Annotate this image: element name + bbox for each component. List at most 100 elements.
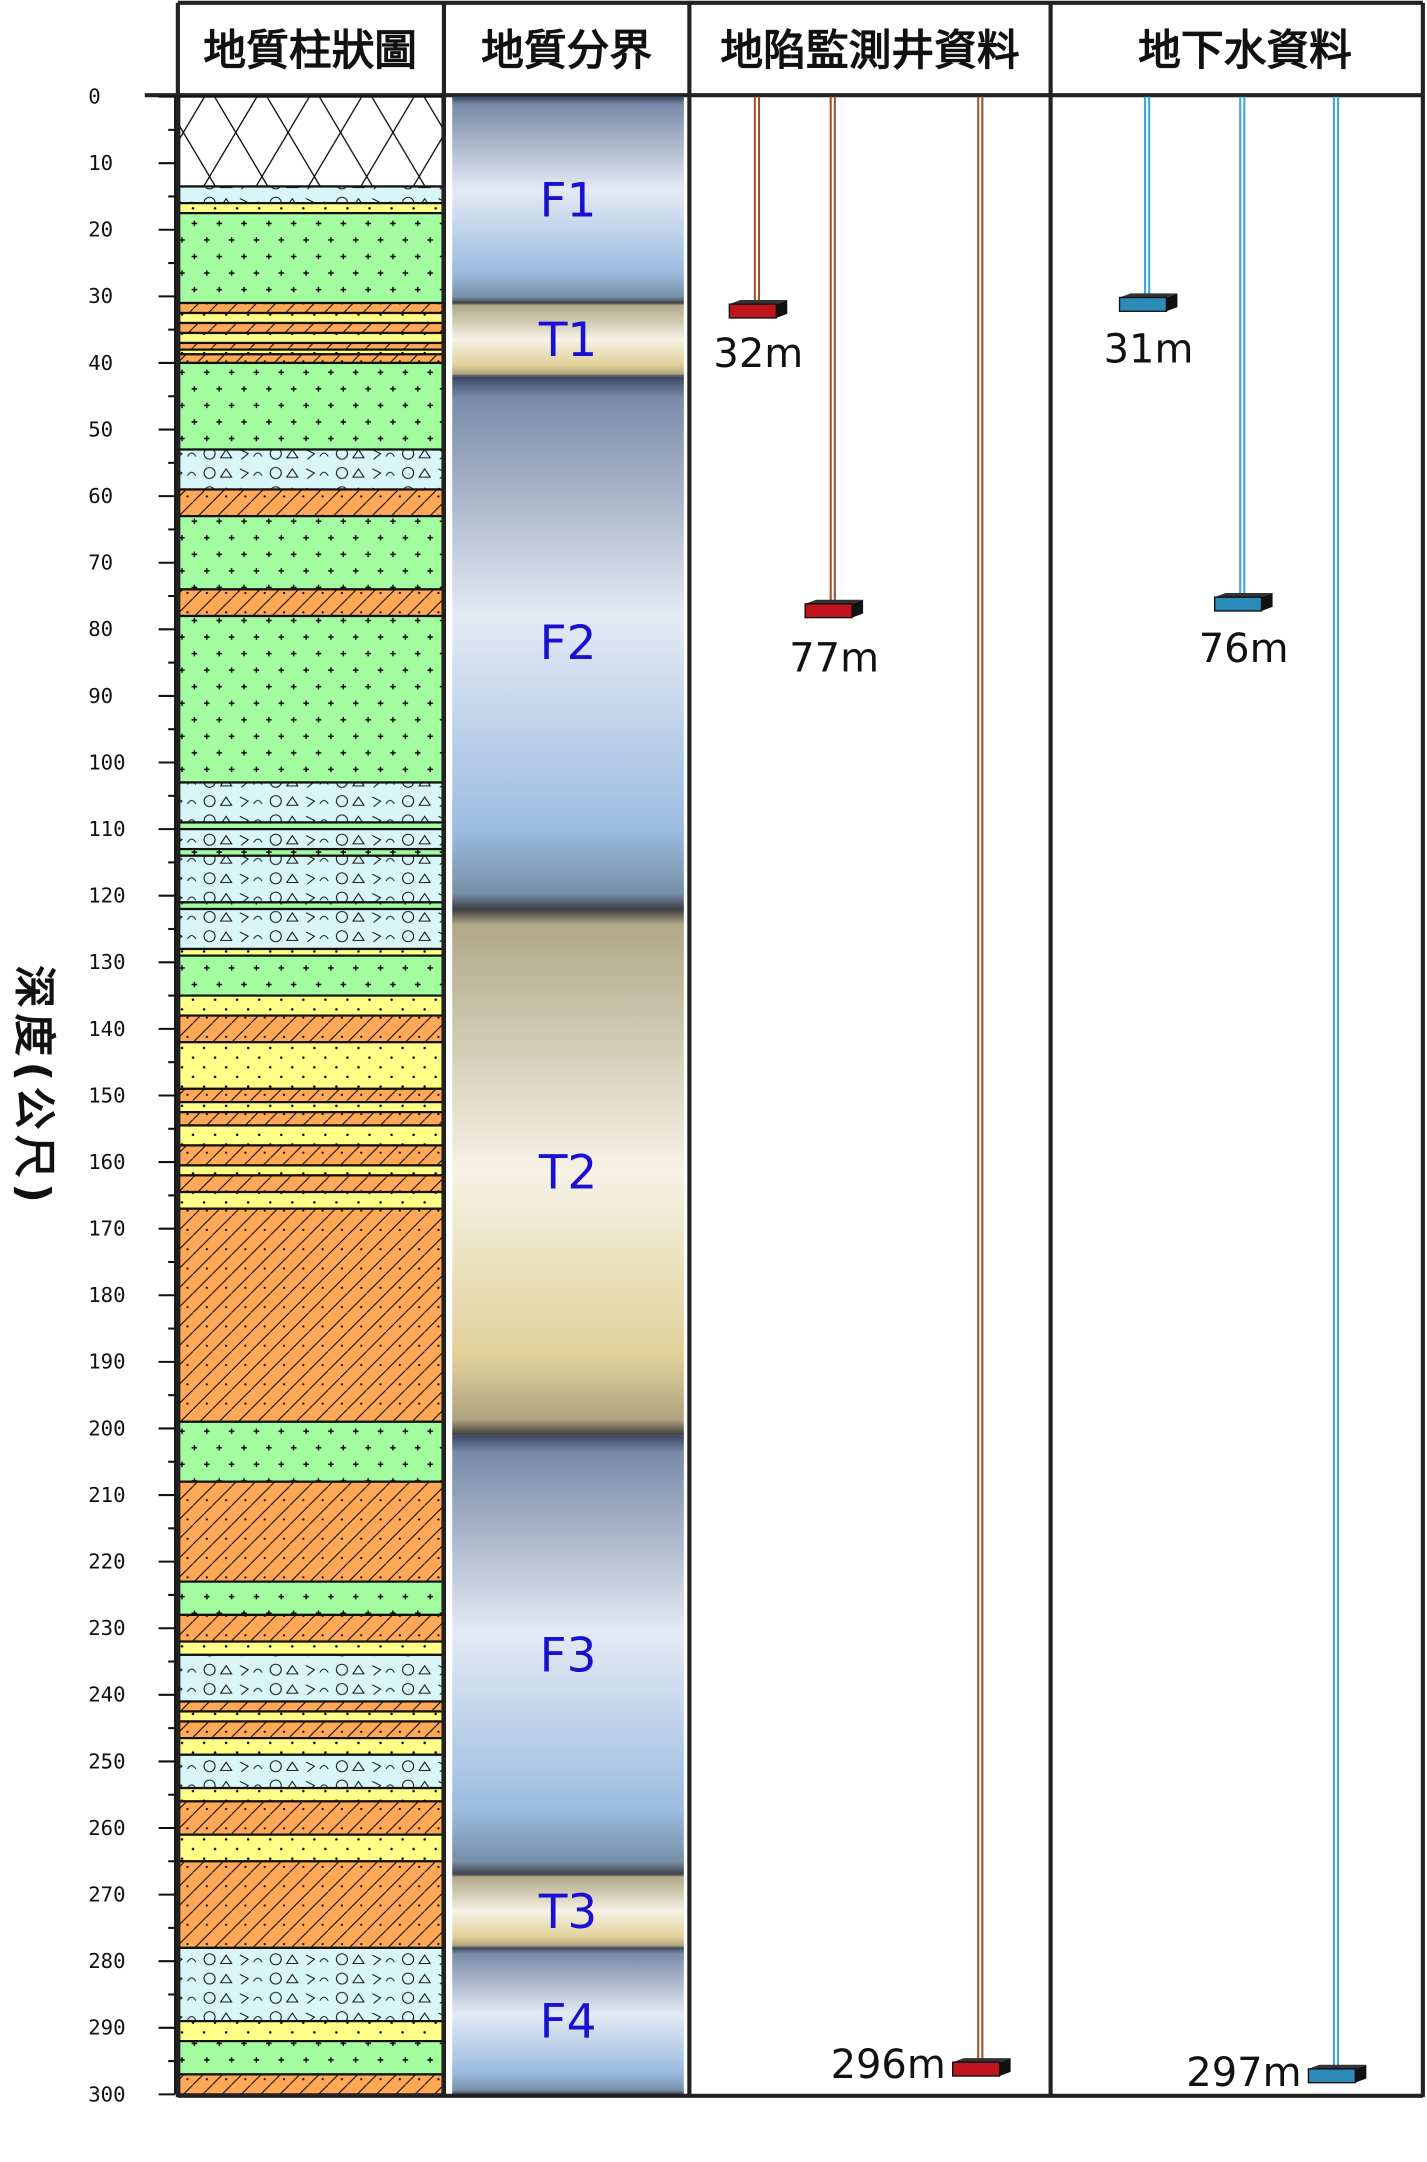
layer-green	[178, 614, 444, 784]
layer-clay	[178, 1014, 444, 1044]
formation-label: F1	[540, 173, 597, 228]
tick-label: 290	[88, 2016, 125, 2040]
subsidence-well-depth-label: 296m	[831, 2042, 946, 2088]
formation-label: F4	[540, 1995, 597, 2050]
layer-clay	[178, 488, 444, 518]
groundwater-well-sensor-icon	[1213, 593, 1273, 612]
subsidence-well-sensor-icon	[804, 599, 864, 619]
layer-clay	[178, 321, 444, 335]
layer-gravel	[178, 1946, 444, 2023]
groundwater-well-depth-label: 297m	[1186, 2050, 1301, 2096]
tick-label: 60	[88, 484, 113, 508]
tick-label: 20	[88, 218, 113, 242]
formation-label: T3	[538, 1885, 597, 1940]
formation-label: T2	[538, 1146, 597, 1201]
layer-clay	[178, 1207, 444, 1423]
layer-gravel	[178, 854, 444, 904]
layer-sand	[178, 1736, 444, 1756]
tick-label: 80	[88, 617, 113, 641]
tick-label: 40	[88, 351, 113, 375]
layer-clay	[178, 1174, 444, 1194]
tick-label: 300	[88, 2082, 125, 2106]
layer-green	[178, 361, 444, 451]
layer-sand	[178, 311, 444, 325]
groundwater-well-sensor-icon	[1307, 2064, 1367, 2084]
tick-label: 210	[88, 1483, 125, 1507]
tick-label: 120	[88, 884, 125, 908]
layer-green	[178, 212, 444, 305]
y-axis-label: 深度(公尺)	[8, 965, 58, 1208]
formation-column: F1 T1 F2 T2 F3 T3 F4	[452, 96, 684, 2095]
depth-axis: 0 10 20 30 40 50 60 70 80 90 100 110 120 130 140 150 160…	[88, 84, 177, 2106]
layer-clay	[178, 1800, 444, 1836]
header-formation-boundary: 地質分界	[481, 26, 652, 76]
lithology-column	[178, 95, 444, 2096]
layer-clay	[178, 301, 444, 315]
formation-label: T1	[538, 313, 597, 368]
tick-label: 130	[88, 950, 125, 974]
layer-clay	[178, 1700, 444, 1713]
formation-band-F1	[452, 96, 684, 304]
layer-sand	[178, 1710, 444, 1723]
tick-label: 260	[88, 1816, 125, 1840]
layer-sand	[178, 1041, 444, 1090]
layer-fill	[178, 95, 444, 188]
header-subsidence-wells: 地陷監測井資料	[720, 26, 1019, 76]
layer-sand	[178, 1640, 444, 1656]
layer-clay	[178, 1613, 444, 1643]
layer-sand	[178, 1833, 444, 1863]
formation-band-F2	[452, 376, 684, 910]
layer-gravel	[178, 828, 444, 851]
layer-sand	[178, 2020, 444, 2043]
formation-band-F4	[452, 1947, 684, 2095]
layer-sand	[178, 1786, 444, 1803]
tick-label: 110	[88, 817, 125, 841]
tick-label: 180	[88, 1283, 125, 1307]
tick-label: 70	[88, 551, 113, 575]
layer-clay	[178, 588, 444, 618]
tick-label: 150	[88, 1083, 125, 1107]
layer-gravel	[178, 907, 444, 951]
layer-gravel	[178, 1753, 444, 1790]
tick-label: 250	[88, 1749, 125, 1773]
tick-label: 280	[88, 1949, 125, 1973]
tick-label: 50	[88, 417, 113, 441]
header-geologic-column: 地質柱狀圖	[203, 26, 417, 76]
column-borders	[175, 2, 1425, 2098]
layer-sand	[178, 1164, 444, 1177]
layer-clay	[178, 1860, 444, 1949]
layer-sand	[178, 202, 444, 215]
header-row: 地質柱狀圖 地質分界 地陷監測井資料 地下水資料	[144, 0, 1423, 98]
layer-clay	[178, 1720, 444, 1740]
layer-sand	[178, 1190, 444, 1210]
layer-gravel	[178, 448, 444, 491]
layer-clay	[178, 1111, 444, 1127]
layer-gravel	[178, 185, 444, 205]
tick-label: 190	[88, 1350, 125, 1374]
groundwater-well-depth-label: 76m	[1199, 626, 1289, 672]
layer-green	[178, 515, 444, 591]
groundwater-well-depth-label: 31m	[1104, 327, 1194, 373]
layer-green	[178, 2039, 444, 2076]
tick-label: 30	[88, 284, 113, 308]
formation-band-T1	[452, 303, 684, 377]
layer-green	[178, 954, 444, 997]
tick-label: 240	[88, 1683, 125, 1707]
subsidence-well-sensor-icon	[952, 2058, 1011, 2077]
wells: 32m 77m 296m 31m 76m 297m	[713, 96, 1367, 2096]
tick-label: 270	[88, 1882, 125, 1906]
formation-label: F2	[540, 616, 597, 671]
tick-label: 160	[88, 1150, 125, 1174]
layer-clay	[178, 1087, 444, 1104]
tick-label: 170	[88, 1217, 125, 1241]
layer-sand	[178, 331, 444, 345]
layer-green	[178, 1580, 444, 1617]
formation-band-F3	[452, 1435, 684, 1875]
layer-clay	[178, 1480, 444, 1583]
layer-clay	[178, 353, 444, 365]
formation-label: F3	[540, 1628, 597, 1683]
tick-label: 140	[88, 1017, 125, 1041]
formation-band-T2	[452, 909, 684, 1436]
